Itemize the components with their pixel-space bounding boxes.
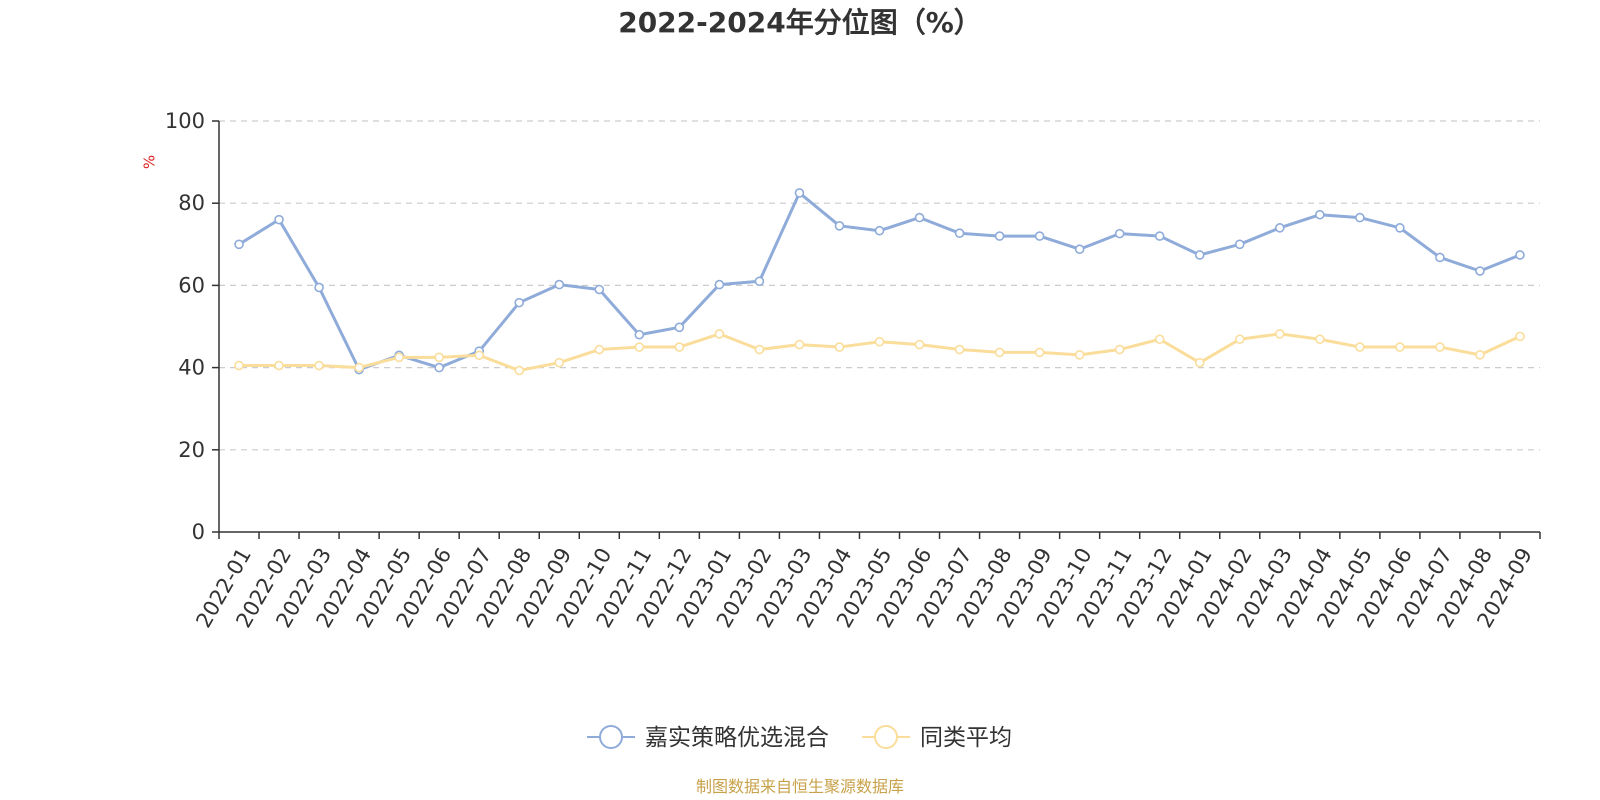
series-1-point-0[interactable] [234, 239, 244, 250]
series-2-point-29[interactable] [1395, 342, 1405, 352]
legend-label-series-2: 同类平均 [920, 725, 1012, 751]
series-1-point-15[interactable] [834, 221, 845, 231]
series-1-point-8[interactable] [554, 279, 565, 290]
series-2-point-11[interactable] [674, 342, 685, 352]
y-axis-unit: % [141, 155, 159, 169]
series-1-point-29[interactable] [1395, 223, 1405, 233]
series-2-point-17[interactable] [914, 339, 925, 350]
series-2-point-3[interactable] [354, 362, 364, 373]
series-2-point-20[interactable] [1034, 347, 1045, 358]
series-2-point-32[interactable] [1515, 331, 1525, 342]
series-2-point-22[interactable] [1114, 344, 1125, 355]
series-1-point-23[interactable] [1154, 231, 1165, 241]
grid-lines [219, 120, 1540, 451]
series-1-point-19[interactable] [994, 231, 1005, 241]
series-1-point-21[interactable] [1074, 244, 1085, 255]
series-1-point-5[interactable] [434, 362, 444, 373]
series-2-point-5[interactable] [434, 352, 444, 363]
legend-item-series-1[interactable]: 嘉实策略优选混合 [587, 725, 829, 751]
series-2-point-7[interactable] [514, 365, 525, 376]
series-2-point-23[interactable] [1154, 334, 1165, 345]
series-2-point-16[interactable] [874, 336, 885, 347]
series-2-point-12[interactable] [714, 329, 725, 339]
series-1-point-22[interactable] [1114, 228, 1125, 239]
series-2-point-8[interactable] [554, 357, 565, 368]
chart-title: 2022-2024年分位图（%） [618, 6, 982, 39]
y-tick-label-4: 80 [178, 191, 205, 215]
series-2-point-26[interactable] [1275, 329, 1285, 339]
series-1-point-1[interactable] [274, 214, 284, 225]
series-1-point-13[interactable] [754, 276, 765, 287]
series-2-point-24[interactable] [1194, 357, 1205, 368]
series-1-point-7[interactable] [514, 297, 525, 308]
series-1-point-16[interactable] [874, 225, 885, 236]
y-tick-label-5: 100 [165, 109, 205, 133]
series-1-point-26[interactable] [1275, 223, 1285, 233]
series-1-point-9[interactable] [594, 284, 605, 295]
y-tick-label-1: 20 [178, 438, 205, 462]
series-1-point-20[interactable] [1034, 231, 1045, 241]
legend-swatch-circle [599, 725, 623, 749]
series-1-point-12[interactable] [714, 279, 725, 290]
series-2-point-13[interactable] [754, 344, 765, 355]
series-2-point-10[interactable] [634, 342, 645, 352]
series-2-point-6[interactable] [474, 350, 484, 361]
series-2-point-21[interactable] [1074, 350, 1085, 360]
series-1-point-32[interactable] [1515, 250, 1525, 260]
y-tick-label-0: 0 [192, 520, 205, 544]
series-1-point-18[interactable] [954, 228, 965, 239]
series-1-point-31[interactable] [1475, 266, 1485, 276]
legend-item-series-2[interactable]: 同类平均 [862, 725, 1012, 751]
y-tick-label-3: 60 [178, 273, 205, 297]
legend-swatch-circle [874, 725, 898, 749]
series-2-point-1[interactable] [274, 360, 284, 371]
series-1-point-28[interactable] [1355, 212, 1365, 223]
series-2-point-0[interactable] [234, 360, 244, 371]
axes [212, 120, 1541, 539]
series-2-point-25[interactable] [1234, 334, 1245, 345]
legend-label-series-1: 嘉实策略优选混合 [645, 725, 829, 751]
y-tick-label-2: 40 [178, 356, 205, 380]
y-tick-labels: 0 20 40 60 80 100 [165, 109, 205, 544]
series-2-point-19[interactable] [994, 347, 1005, 358]
series-2-point-4[interactable] [394, 352, 404, 363]
series-1-point-11[interactable] [674, 322, 685, 333]
series-1-point-27[interactable] [1315, 209, 1325, 220]
series-2-point-15[interactable] [834, 342, 845, 352]
series-1-point-25[interactable] [1234, 239, 1245, 250]
source-note: 制图数据来自恒生聚源数据库 [696, 777, 904, 796]
series-1-point-2[interactable] [314, 282, 324, 293]
series-1-point-10[interactable] [634, 329, 645, 340]
series-2-point-31[interactable] [1475, 350, 1485, 360]
series-2-point-27[interactable] [1315, 334, 1325, 345]
series-1-point-14[interactable] [794, 188, 805, 198]
series-2-point-2[interactable] [314, 360, 324, 371]
legend: 嘉实策略优选混合 同类平均 [587, 725, 1012, 751]
series [234, 188, 1525, 376]
series-2-point-30[interactable] [1435, 342, 1445, 352]
series-1-point-24[interactable] [1194, 250, 1205, 260]
series-2-point-28[interactable] [1355, 342, 1365, 352]
series-1-point-17[interactable] [914, 212, 925, 223]
x-tick-labels: 2022-012022-022022-032022-042022-052022-… [191, 544, 1537, 632]
series-2-point-18[interactable] [954, 344, 965, 355]
series-2-point-14[interactable] [794, 339, 805, 350]
series-1-point-30[interactable] [1435, 252, 1445, 263]
series-2-point-9[interactable] [594, 344, 605, 355]
